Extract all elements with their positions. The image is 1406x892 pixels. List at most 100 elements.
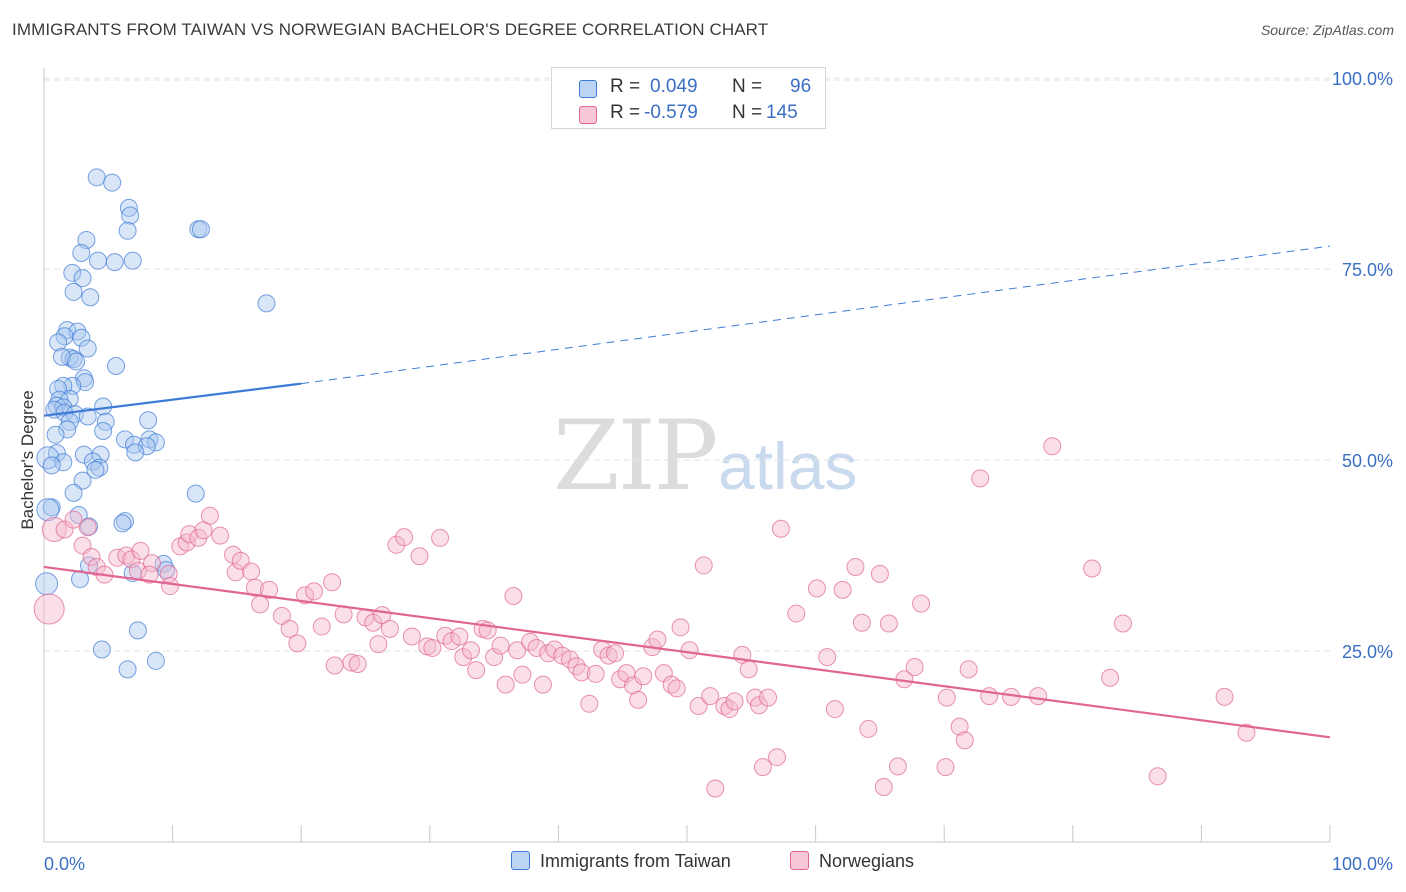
point-norwegians <box>342 653 361 672</box>
point-norwegians <box>288 634 307 653</box>
point-norwegians <box>950 717 969 736</box>
point-taiwan <box>113 514 132 533</box>
point-norwegians <box>689 697 708 716</box>
point-taiwan <box>125 435 144 454</box>
point-norwegians <box>242 562 261 581</box>
point-norwegians <box>82 548 101 567</box>
point-norwegians <box>768 748 787 767</box>
point-norwegians <box>64 510 83 529</box>
point-norwegians <box>586 664 605 683</box>
point-norwegians <box>245 578 264 597</box>
point-norwegians <box>323 573 342 592</box>
point-norwegians <box>450 627 469 646</box>
point-norwegians <box>211 526 230 545</box>
point-norwegians <box>280 619 299 638</box>
x-tick-label-max: 100.0% <box>1332 854 1393 874</box>
point-norwegians <box>706 779 725 798</box>
point-norwegians <box>852 613 871 632</box>
point-taiwan <box>78 339 97 358</box>
point-norwegians <box>888 757 907 776</box>
trendline-norwegians <box>43 565 1331 739</box>
point-taiwan <box>64 282 83 301</box>
point-norwegians <box>955 731 974 750</box>
watermark-atlas: atlas <box>718 429 858 503</box>
point-norwegians <box>634 667 653 686</box>
bottom-legend-norwegians: Norwegians <box>790 851 914 872</box>
point-norwegians <box>971 469 990 488</box>
point-norwegians <box>750 696 769 715</box>
legend-swatch-taiwan <box>579 80 597 98</box>
point-taiwan <box>49 333 68 352</box>
point-taiwan <box>103 173 122 192</box>
point-norwegians <box>513 665 532 684</box>
point-norwegians <box>380 619 399 638</box>
point-taiwan <box>63 263 82 282</box>
point-norwegians <box>560 650 579 669</box>
point-taiwan <box>92 640 111 659</box>
point-norwegians <box>454 648 473 667</box>
correlation-legend: R = 0.049 N = 96 R = -0.579 N = 145 <box>551 67 826 129</box>
point-taiwan <box>146 651 165 670</box>
point-taiwan <box>73 471 92 490</box>
point-norwegians <box>859 719 878 738</box>
point-norwegians <box>200 506 219 525</box>
point-norwegians <box>580 694 599 713</box>
point-norwegians <box>759 688 778 707</box>
point-norwegians <box>572 663 591 682</box>
point-norwegians <box>701 687 720 706</box>
point-norwegians <box>508 641 527 660</box>
point-taiwan <box>126 443 145 462</box>
point-norwegians <box>364 613 383 632</box>
point-norwegians <box>980 687 999 706</box>
point-taiwan <box>123 251 142 270</box>
point-norwegians <box>807 579 826 598</box>
point-norwegians <box>629 690 648 709</box>
point-taiwan <box>80 517 99 536</box>
point-taiwan <box>54 453 73 472</box>
trendline-taiwan <box>43 382 302 417</box>
point-norwegians <box>423 638 442 657</box>
point-norwegians <box>226 563 245 582</box>
point-taiwan <box>94 421 113 440</box>
point-taiwan <box>86 460 105 479</box>
bottom-legend-taiwan: Immigrants from Taiwan <box>511 851 731 872</box>
point-norwegians <box>825 700 844 719</box>
point-norwegians <box>369 635 388 654</box>
point-norwegians <box>1237 723 1256 742</box>
point-taiwan <box>73 269 92 288</box>
point-norwegians <box>140 565 159 584</box>
point-norwegians <box>251 595 270 614</box>
point-taiwan <box>137 437 156 456</box>
point-norwegians <box>846 557 865 576</box>
bottom-legend-swatch-taiwan <box>511 851 530 870</box>
point-taiwan <box>128 621 147 640</box>
point-norwegians <box>87 557 106 576</box>
legend-n-value: 96 <box>790 76 812 97</box>
point-norwegians <box>325 656 344 675</box>
point-norwegians <box>771 519 790 538</box>
point-taiwan <box>78 407 97 426</box>
x-tick-label-min: 0.0% <box>44 854 85 874</box>
legend-r-label: R = <box>610 76 641 97</box>
point-norwegians <box>739 660 758 679</box>
point-norwegians <box>296 586 315 605</box>
point-norwegians <box>715 697 734 716</box>
point-taiwan <box>58 420 77 439</box>
point-norwegians <box>1101 668 1120 687</box>
watermark-zip: ZIP <box>553 400 718 512</box>
point-norwegians <box>787 604 806 623</box>
legend-r-value: -0.579 <box>644 102 698 123</box>
point-norwegians <box>504 586 523 605</box>
point-norwegians <box>485 648 504 667</box>
point-norwegians <box>1029 687 1048 706</box>
point-norwegians <box>55 520 74 539</box>
point-taiwan <box>54 376 73 395</box>
point-norwegians <box>496 675 515 694</box>
point-norwegians <box>461 641 480 660</box>
point-taiwan <box>46 425 65 444</box>
legend-row-norwegians: R = -0.579 N = 145 <box>552 102 825 128</box>
point-norwegians <box>818 648 837 667</box>
point-norwegians <box>671 618 690 637</box>
point-norwegians <box>879 614 898 633</box>
